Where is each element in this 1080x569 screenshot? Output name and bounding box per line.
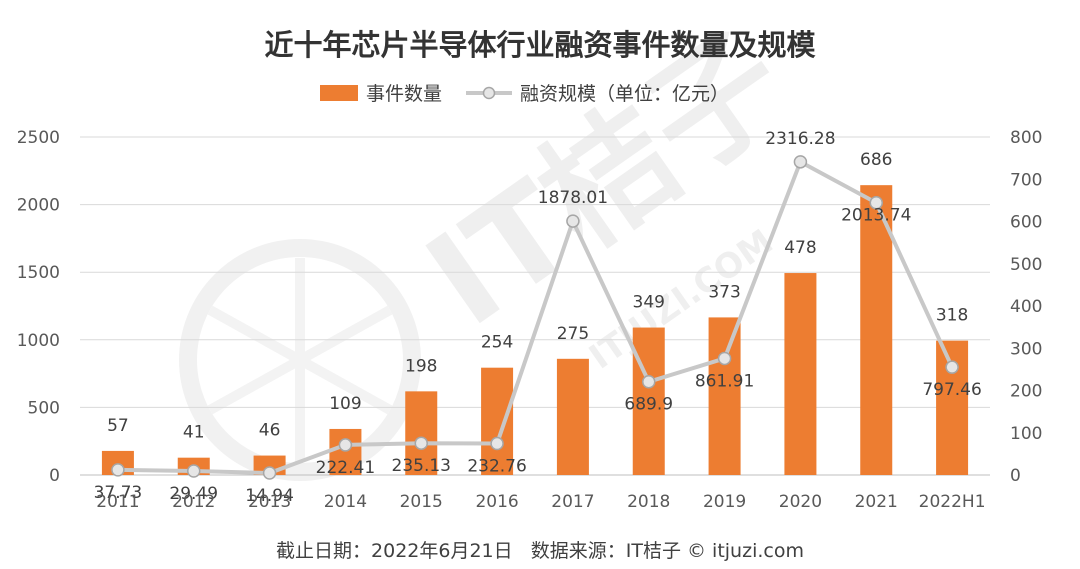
footer-source: 截止日期：2022年6月21日 数据来源：IT桔子 © itjuzi.com (276, 540, 804, 562)
x-tick-label: 2020 (779, 492, 822, 512)
x-tick-label: 2019 (703, 492, 746, 512)
bar-value-label: 57 (107, 416, 129, 436)
bar-value-label: 198 (405, 356, 437, 376)
bar (556, 358, 589, 475)
legend-line-marker (482, 86, 496, 100)
y-left-tick-label: 1500 (17, 263, 60, 283)
line-point (187, 464, 201, 478)
y-left-tick-label: 1000 (17, 331, 60, 351)
legend-bar-swatch (320, 85, 358, 101)
bar (708, 317, 741, 475)
line-point (793, 155, 808, 169)
y-left-tick-label: 500 (28, 398, 60, 418)
legend-line-label: 融资规模（单位：亿元） (520, 83, 729, 105)
bar (405, 391, 438, 475)
line-point (111, 463, 125, 477)
x-tick-label: 2021 (855, 492, 898, 512)
line-value-label: 235.13 (392, 456, 451, 476)
bar-value-label: 686 (860, 150, 892, 170)
x-tick-label: 2014 (324, 492, 367, 512)
bar (784, 273, 817, 475)
bar-value-label: 318 (936, 306, 968, 326)
bar-value-label: 275 (557, 324, 589, 344)
x-tick-label: 2012 (172, 492, 215, 512)
bar (860, 185, 893, 476)
x-tick-label: 2017 (551, 492, 594, 512)
line-value-label: 232.76 (467, 457, 526, 477)
x-tick-label: 2013 (248, 492, 291, 512)
gridlines (80, 136, 990, 476)
bar-value-label: 46 (259, 421, 281, 441)
y-right-tick-label: 800 (1010, 128, 1042, 148)
line-value-label: 861.91 (695, 371, 754, 391)
y-right-tick-label: 400 (1010, 297, 1042, 317)
legend: 事件数量 融资规模（单位：亿元） (320, 83, 729, 105)
x-tick-label: 2011 (96, 492, 139, 512)
line-point (945, 360, 959, 374)
y-left-tick-label: 0 (49, 466, 60, 486)
bar-value-label: 254 (481, 333, 513, 353)
line-point (262, 466, 277, 480)
line-value-label: 222.41 (316, 458, 375, 478)
line-value-label: 1878.01 (538, 188, 608, 208)
bar-value-label: 373 (708, 282, 740, 302)
line-point (717, 351, 732, 366)
line-point (642, 374, 656, 389)
line-value-label: 14.94 (245, 486, 294, 506)
y-right-tick-label: 0 (1010, 466, 1021, 486)
line-value-label: 797.46 (922, 380, 981, 400)
line-value-label: 37.73 (94, 483, 143, 503)
bar (481, 367, 514, 475)
line-value-label: 689.9 (624, 395, 673, 415)
bars (101, 185, 969, 476)
y-right-tick-label: 500 (1010, 255, 1042, 275)
line-value-label: 2013.74 (841, 206, 911, 226)
bar-value-label: 349 (633, 293, 665, 313)
line-point (338, 438, 353, 452)
bar-value-label: 478 (784, 238, 816, 258)
line-path (117, 159, 954, 475)
line-series (111, 155, 959, 480)
x-tick-label: 2016 (475, 492, 518, 512)
line-point (566, 214, 580, 228)
x-tick-label: 2015 (400, 492, 443, 512)
chart-title: 近十年芯片半导体行业融资事件数量及规模 (264, 28, 816, 62)
line-point (490, 436, 504, 451)
line-point (869, 195, 883, 210)
line-value-label: 2316.28 (765, 129, 835, 149)
x-tick-label: 2022H1 (919, 492, 986, 512)
bar (632, 327, 665, 475)
bar-value-label: 109 (329, 394, 361, 414)
y-right-tick-label: 200 (1010, 382, 1042, 402)
data-labels: 57 41 46 109 198 254 275 349 373 478 686 318 37.73 29… (94, 129, 982, 506)
y-right-tick-label: 300 (1010, 339, 1042, 359)
line-point (414, 436, 428, 450)
y-left-tick-label: 2500 (17, 128, 60, 148)
y-right-tick-label: 100 (1010, 424, 1042, 444)
legend-bar-label: 事件数量 (366, 83, 442, 105)
y-left-tick-label: 2000 (17, 196, 60, 216)
bar (329, 428, 362, 475)
bar-value-label: 41 (183, 423, 205, 443)
x-tick-label: 2018 (627, 492, 670, 512)
line-value-label: 29.49 (169, 484, 218, 504)
axes: 0 500 1000 1500 2000 2500 0 100 200 300 400 500 600 7… (17, 128, 1043, 512)
y-right-tick-label: 700 (1010, 170, 1042, 190)
y-right-tick-label: 600 (1010, 213, 1042, 233)
